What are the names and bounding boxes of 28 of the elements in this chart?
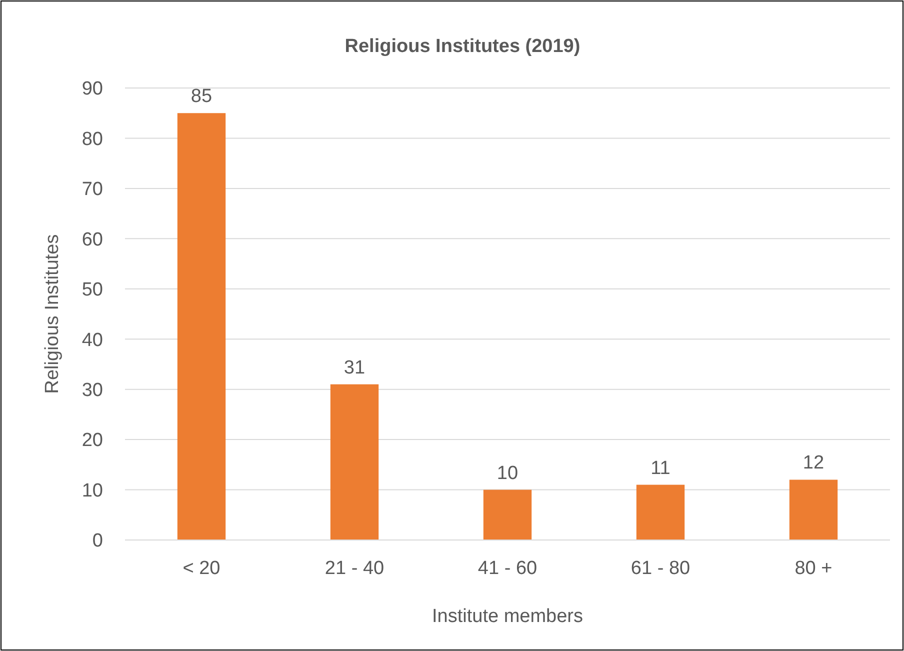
y-tick-label: 60 <box>82 229 103 250</box>
y-tick-label: 30 <box>82 380 103 401</box>
x-tick-label: 61 - 80 <box>630 558 690 579</box>
y-tick-label: 80 <box>82 128 103 150</box>
x-tick-label: 41 - 60 <box>478 558 538 579</box>
y-tick-label: 50 <box>82 280 103 301</box>
x-tick-label: < 20 <box>182 558 220 579</box>
y-tick-label: 20 <box>82 430 103 452</box>
bar <box>636 484 685 540</box>
x-axis-title: Institute members <box>432 606 583 627</box>
data-label: 31 <box>344 357 366 378</box>
bar <box>789 480 838 540</box>
data-label: 85 <box>190 86 212 108</box>
y-axis-title: Religious Institutes <box>42 234 63 394</box>
x-tick-label: 21 - 40 <box>324 558 384 579</box>
bar <box>177 113 226 540</box>
y-tick-label: 90 <box>82 78 103 100</box>
bar <box>330 384 379 540</box>
y-tick-label: 70 <box>82 179 103 200</box>
chart-title: Religious Institutes (2019) <box>344 36 580 57</box>
data-label: 11 <box>650 458 670 479</box>
y-tick-label: 0 <box>92 530 103 552</box>
data-label: 10 <box>496 462 518 484</box>
y-tick-label: 10 <box>82 480 103 502</box>
y-tick-label: 40 <box>82 330 103 351</box>
x-tick-label: 80 + <box>794 558 832 579</box>
data-label: 12 <box>802 452 824 474</box>
bar <box>483 490 532 540</box>
